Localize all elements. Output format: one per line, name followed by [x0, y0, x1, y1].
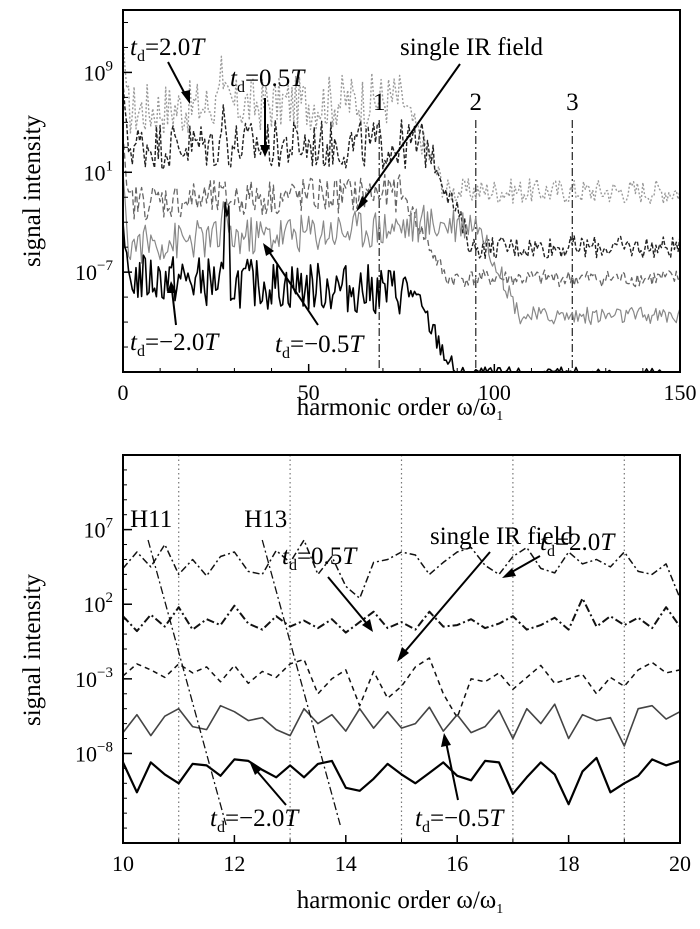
bottom-x-tick-label: 14	[335, 851, 357, 876]
bottom-series-line-1	[122, 597, 681, 634]
arrow-single-ir-bottom	[401, 551, 491, 656]
top-y-tick-label: 10−7	[75, 258, 113, 285]
harmonic-label-h13: H13	[244, 506, 287, 533]
bottom-y-tick-label: 102	[84, 590, 114, 617]
bottom-x-tick-label: 20	[669, 851, 691, 876]
bottom-panel: 10 12 14 16 18 20 107 102 10−3 10−8 H11 H13 singl…	[19, 454, 691, 917]
arrowhead-td-2-top	[181, 90, 190, 104]
bottom-series-line-0	[122, 539, 681, 600]
marker-label-2: 2	[470, 89, 483, 116]
top-series-line-1	[122, 82, 681, 259]
arrowhead-td-05-bottom	[362, 619, 373, 632]
arrowhead-td-neg2-bottom	[250, 763, 262, 775]
annotation-td-neg2-top: td=−2.0T	[130, 329, 220, 360]
arrow-td-neg2-bottom	[255, 769, 287, 806]
bottom-series-line-4	[122, 756, 681, 806]
bottom-x-axis-label: harmonic order ω/ω1	[297, 887, 504, 917]
annotation-td-neg2-bottom: td=−2.0T	[210, 805, 300, 836]
arrow-single-ir-top	[359, 63, 461, 206]
top-x-axis-label: harmonic order ω/ω1	[297, 394, 504, 424]
bottom-x-tick-label: 16	[446, 851, 468, 876]
annotation-td-2-top: td=2.0T	[130, 34, 206, 65]
annotation-td-05-top: td=0.5T	[230, 65, 306, 96]
arrow-td-2-top	[167, 61, 187, 97]
top-series-line-0	[122, 41, 681, 204]
harmonic-line-h13	[261, 539, 341, 826]
annotation-single-ir-bottom: single IR field	[430, 523, 574, 550]
arrowhead-td-05-top	[260, 145, 270, 157]
top-vertical-marker-lines	[378, 120, 573, 372]
annotation-td-2-bottom: td=2.0T	[540, 529, 616, 560]
bottom-y-axis-label: signal intensity	[19, 573, 46, 726]
arrowhead-single-ir-top	[356, 196, 368, 212]
annotation-td-neg05-bottom: td=−0.5T	[415, 805, 505, 836]
top-series-line-3	[122, 172, 681, 326]
marker-label-3: 3	[566, 89, 579, 116]
arrow-td-05-bottom	[327, 576, 369, 626]
arrowhead-td-neg05-top	[263, 243, 274, 256]
top-y-tick-label: 101	[84, 158, 114, 185]
bottom-y-tick-label: 10−3	[75, 665, 113, 692]
top-panel: 0 50 100 150 109 101 10−7 1 2 3 single IR fiel…	[19, 9, 697, 424]
bottom-axis-ticks: 10 12 14 16 18 20 107 102 10−3 10−8	[75, 454, 691, 876]
arrow-td-neg05-bottom	[445, 741, 459, 801]
arrow-td-neg05-top	[267, 249, 319, 326]
harmonic-label-h11: H11	[130, 506, 172, 533]
bottom-y-tick-label: 107	[84, 516, 114, 543]
marker-label-1: 1	[373, 89, 386, 116]
bottom-x-tick-label: 18	[558, 851, 580, 876]
annotation-td-05-bottom: td=0.5T	[282, 543, 358, 574]
top-x-tick-label: 150	[664, 380, 697, 405]
bottom-x-tick-label: 12	[223, 851, 245, 876]
arrow-td-2-bottom	[509, 555, 541, 574]
arrowhead-td-2-bottom	[502, 568, 516, 578]
arrow-td-neg2-top	[171, 289, 177, 326]
bottom-harmonic-lines	[147, 539, 341, 826]
bottom-series-group	[122, 539, 681, 806]
top-series-group	[122, 41, 681, 373]
arrowhead-td-neg05-bottom	[441, 733, 451, 747]
arrowhead-td-neg2-top	[167, 281, 177, 293]
top-series-line-2	[122, 134, 680, 288]
bottom-x-tick-label: 10	[112, 851, 134, 876]
bottom-y-tick-label: 10−8	[75, 739, 113, 766]
top-x-tick-label: 0	[118, 380, 129, 405]
annotation-single-ir-top: single IR field	[400, 34, 544, 61]
arrowhead-single-ir-bottom	[397, 647, 409, 662]
top-y-tick-label: 109	[84, 58, 114, 85]
harmonic-line-h11	[147, 539, 227, 826]
top-axis-ticks: 0 50 100 150 109 101 10−7	[75, 21, 697, 405]
top-y-axis-label: signal intensity	[19, 114, 46, 267]
top-x-tick-label: 50	[298, 380, 320, 405]
top-x-tick-label: 100	[478, 380, 511, 405]
top-plot-frame	[122, 9, 681, 373]
annotation-td-neg05-top: td=−0.5T	[275, 331, 365, 362]
bottom-series-line-3	[122, 703, 681, 747]
